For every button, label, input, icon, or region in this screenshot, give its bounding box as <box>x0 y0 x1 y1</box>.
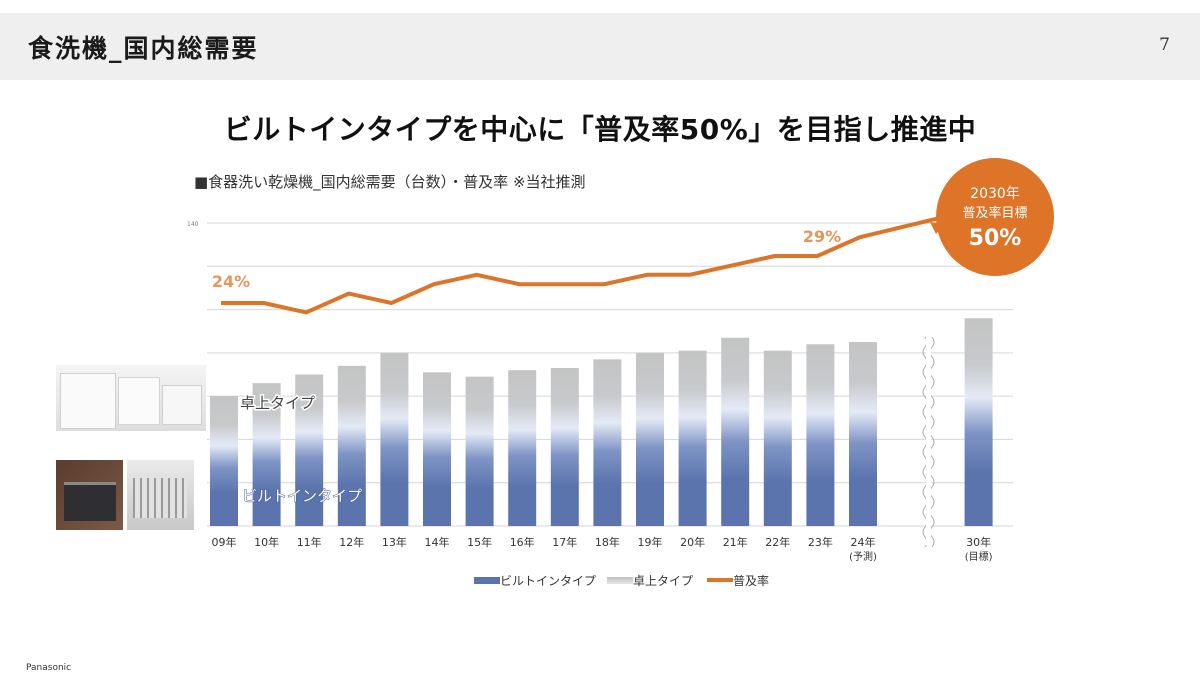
bar <box>763 350 792 526</box>
page-number: 7 <box>1159 35 1170 55</box>
axis-break-gap <box>926 337 931 545</box>
bar <box>465 376 494 526</box>
builtin-dishwasher-open-photo <box>127 460 194 530</box>
header-bar: 食洗機_国内総需要 7 <box>0 13 1200 80</box>
bar <box>593 359 622 526</box>
tabletop-inline-label: 卓上タイプ <box>240 394 315 412</box>
bar <box>252 383 281 526</box>
rate-line-series: 24% 29% <box>212 216 944 315</box>
target-value: 50% <box>969 226 1022 251</box>
bar <box>210 396 238 526</box>
legend-label: 卓上タイプ <box>633 574 693 588</box>
page-title: 食洗機_国内総需要 <box>28 34 259 63</box>
open-drawer <box>64 482 116 521</box>
legend-swatch <box>607 577 633 584</box>
x-tick-label: 23年 <box>808 535 833 549</box>
x-tick-label: 13年 <box>382 535 407 549</box>
x-tick-label: 16年 <box>510 535 535 549</box>
tabletop-unit-2 <box>118 377 160 425</box>
legend: ビルトインタイプ 卓上タイプ 普及率 <box>474 573 769 588</box>
x-tick-note: (目標) <box>965 550 993 563</box>
builtin-dishwasher-wood-photo <box>56 460 123 530</box>
tabletop-unit-1 <box>60 373 116 429</box>
tabletop-unit-3 <box>162 385 202 425</box>
x-tick-label: 19年 <box>638 535 663 549</box>
x-tick-label: 24年 <box>851 535 876 549</box>
target-year: 2030年 <box>970 186 1020 202</box>
bar <box>849 342 877 526</box>
bar <box>964 318 993 526</box>
x-axis-ticks: 09年 10年 11年 12年 13年 14年 15年 16年 17年 18年 19年 20年 21年 2… <box>212 535 993 563</box>
tabletop-dishwashers-photo <box>56 365 206 431</box>
y-tick-label: 140 <box>187 221 199 228</box>
x-tick-label: 18年 <box>595 535 620 549</box>
legend-label: 普及率 <box>733 573 769 588</box>
legend-label: ビルトインタイプ <box>500 574 596 588</box>
x-tick-label: 21年 <box>723 535 748 549</box>
x-tick-label: 20年 <box>680 535 705 549</box>
target-label: 普及率目標 <box>962 205 1027 221</box>
x-tick-label: 11年 <box>297 535 322 549</box>
dish-rack <box>133 478 187 518</box>
x-tick-label: 09年 <box>212 535 237 549</box>
bar <box>721 337 750 526</box>
legend-swatch <box>707 578 733 582</box>
brand-logo: Panasonic <box>26 663 72 673</box>
y-axis-ticks: 140 <box>187 221 199 228</box>
bar <box>678 350 707 526</box>
axis-break <box>922 336 935 548</box>
slide-title: ビルトインタイプを中心に「普及率50%」を目指し推進中 <box>223 113 977 146</box>
bar <box>295 374 324 526</box>
rate-data-label: 29% <box>803 227 841 246</box>
legend-swatch <box>474 577 500 584</box>
bar-series <box>210 318 993 526</box>
bar <box>550 368 579 526</box>
bar <box>423 372 451 526</box>
chart-subtitle: ■食器洗い乾燥機_国内総需要（台数）・普及率 ※当社推測 <box>194 173 586 191</box>
x-tick-label: 30年 <box>966 535 991 549</box>
bar <box>508 370 537 526</box>
x-tick-label: 17年 <box>552 535 577 549</box>
rate-line <box>221 216 939 315</box>
rate-data-label: 24% <box>212 272 250 291</box>
x-tick-label: 22年 <box>765 535 790 549</box>
x-tick-label: 15年 <box>467 535 492 549</box>
x-tick-label: 10年 <box>254 535 279 549</box>
bar <box>636 352 664 526</box>
x-tick-note: (予測) <box>849 550 877 563</box>
x-tick-label: 12年 <box>339 535 364 549</box>
bar <box>337 365 366 526</box>
bar <box>806 344 835 526</box>
x-tick-label: 14年 <box>425 535 450 549</box>
target-circle-shape <box>936 158 1054 276</box>
bar <box>380 352 409 526</box>
builtin-inline-label: ビルトインタイプ <box>242 487 362 505</box>
